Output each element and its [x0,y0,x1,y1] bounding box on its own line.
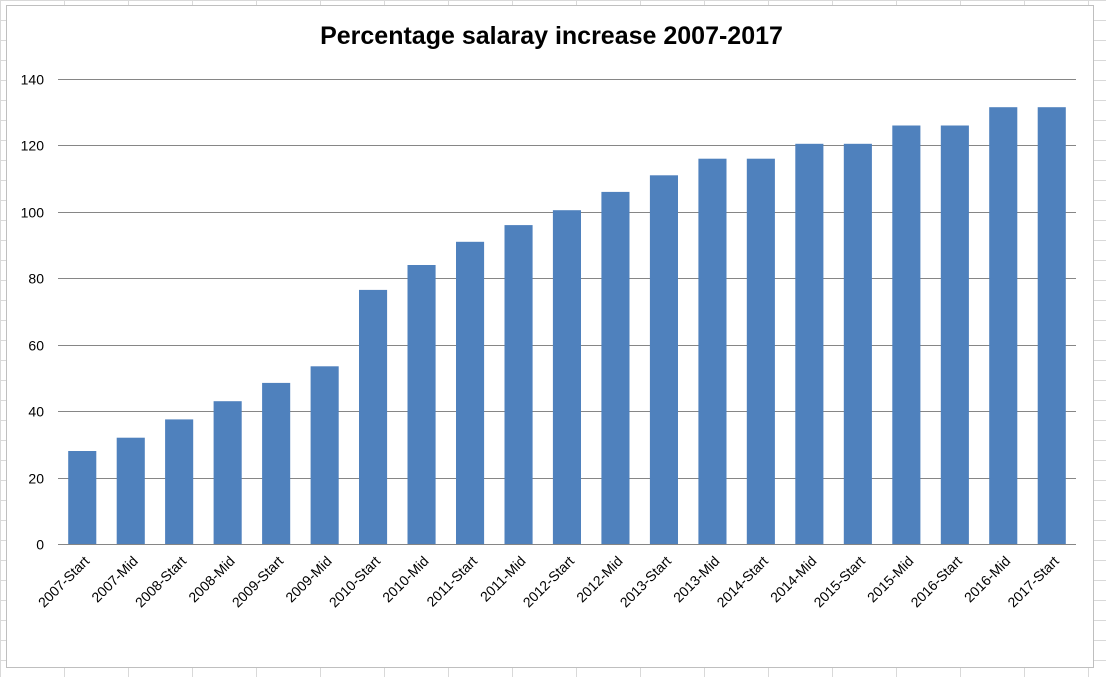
bar[interactable] [940,125,969,545]
x-tick-label: 2013-Start [617,553,675,611]
bar[interactable] [649,175,678,545]
bar[interactable] [795,143,824,545]
bar[interactable] [552,210,581,544]
bar[interactable] [359,289,388,544]
bar[interactable] [68,451,97,544]
bar[interactable] [989,107,1018,544]
bar[interactable] [1037,107,1066,544]
bar[interactable] [504,225,533,544]
x-tick-label: 2015-Start [810,553,868,611]
bar[interactable] [116,437,145,544]
x-tick-label: 2008-Start [132,553,190,611]
bar[interactable] [213,401,242,544]
y-tick-label: 60 [28,338,44,354]
bar[interactable] [843,143,872,545]
y-tick-label: 0 [36,537,44,553]
bar[interactable] [746,158,775,544]
bar[interactable] [601,191,630,544]
y-tick-label: 120 [21,138,45,154]
x-tick-label: 2011-Start [423,553,480,610]
y-tick-label: 40 [28,404,44,420]
bar[interactable] [262,382,291,544]
chart-title: Percentage salaray increase 2007-2017 [320,22,783,50]
x-tick-label: 2017-Start [1004,553,1062,611]
x-tick-label: 2016-Start [907,553,965,611]
y-tick-label: 100 [21,205,45,221]
y-tick-label: 20 [28,471,44,487]
x-tick-label: 2007-Start [35,553,93,611]
bar[interactable] [456,241,485,545]
x-tick-label: 2009-Start [229,553,287,611]
x-tick-label: 2014-Start [713,553,771,611]
bar[interactable] [892,125,921,545]
x-tick-label: 2012-Start [520,553,578,611]
bar[interactable] [698,158,727,544]
y-axis-tick-labels: 0 20 40 60 80 100 120 140 [21,72,45,553]
x-tick-label: 2010-Start [326,553,384,611]
y-tick-label: 80 [28,271,44,287]
x-axis-tick-labels: 2007-Start2007-Mid2008-Start2008-Mid2009… [35,553,1062,611]
y-tick-label: 140 [21,72,45,88]
bar[interactable] [407,265,436,544]
bar[interactable] [165,419,194,544]
bar[interactable] [310,366,339,544]
bar-series [68,107,1066,545]
